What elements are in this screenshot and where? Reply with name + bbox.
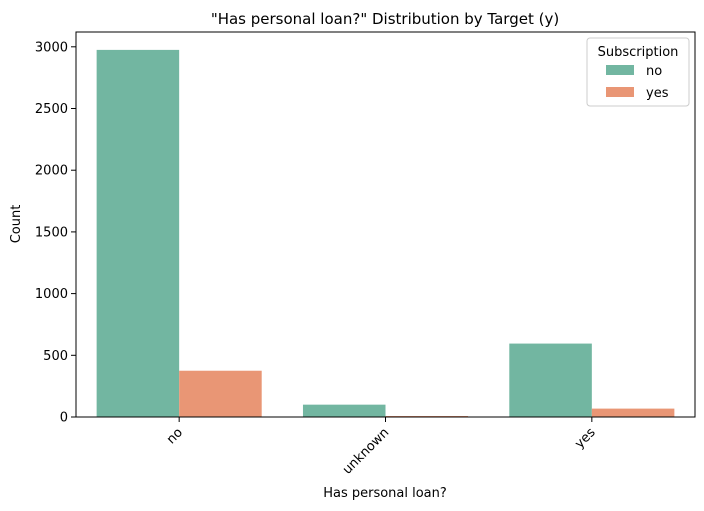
- bar-unknown-no: [302, 404, 386, 417]
- x-tick-label-unknown: unknown: [340, 425, 392, 477]
- bar-yes-yes: [591, 408, 675, 417]
- plot-frame: [75, 31, 696, 418]
- legend-label-no: no: [646, 64, 662, 79]
- chart-title: "Has personal loan?" Distribution by Tar…: [211, 10, 559, 28]
- bar-yes-no: [509, 343, 592, 417]
- x-axis-label: Has personal loan?: [323, 486, 447, 501]
- legend-label-yes: yes: [646, 86, 669, 101]
- bars-group: [96, 49, 675, 417]
- legend: Subscription no yes: [586, 37, 690, 107]
- y-tick-label: 3000: [35, 40, 68, 55]
- x-tick-label-no: no: [164, 425, 186, 447]
- legend-swatch-yes: [606, 87, 634, 97]
- y-axis-ticks: 0 500 1000 1500 2000 2500 3000: [35, 40, 76, 426]
- y-tick-label: 1500: [35, 225, 68, 240]
- y-tick-label: 0: [60, 411, 68, 426]
- y-axis-label: Count: [9, 205, 24, 244]
- bar-no-no: [96, 49, 180, 417]
- legend-swatch-no: [606, 65, 634, 75]
- x-axis-ticks: no unknown yes: [164, 417, 599, 478]
- bar-no-yes: [179, 370, 262, 417]
- y-tick-label: 2000: [35, 164, 68, 179]
- y-tick-label: 500: [43, 349, 68, 364]
- legend-title: Subscription: [598, 45, 679, 60]
- y-tick-label: 2500: [35, 102, 68, 117]
- x-tick-label-yes: yes: [572, 425, 599, 452]
- y-tick-label: 1000: [35, 287, 68, 302]
